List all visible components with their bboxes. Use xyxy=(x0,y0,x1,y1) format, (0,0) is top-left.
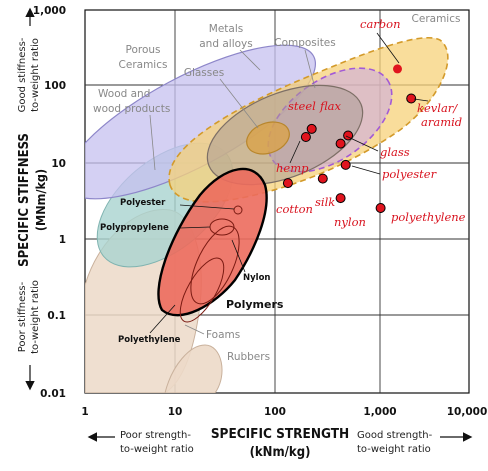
region-polymer-nylon xyxy=(190,225,240,305)
label-carbon: carbon xyxy=(360,17,401,31)
fiber-labels: carbon kevlar/ aramid steel flax hemp gl… xyxy=(276,17,466,229)
label-polymers: Polymers xyxy=(226,298,284,311)
fiber-points xyxy=(282,64,417,213)
region-polymer-polyester xyxy=(233,205,243,215)
svg-text:1,000: 1,000 xyxy=(33,5,66,17)
label-rubbers: Rubbers xyxy=(227,351,270,363)
label-polyethylene: Polyethylene xyxy=(118,335,181,345)
label-metals: Metals xyxy=(209,23,243,35)
svg-text:to-weight ratio: to-weight ratio xyxy=(30,38,41,112)
fiber-point-silk xyxy=(317,173,328,184)
y-tick-labels: 1,000 100 10 1 0.1 0.01 xyxy=(33,5,66,400)
material-regions xyxy=(85,36,449,393)
label-foams: Foams xyxy=(206,329,240,341)
x-right-note-1: Good strength- xyxy=(357,430,433,441)
label-kevlar-1: kevlar/ xyxy=(417,101,458,115)
label-nylon: Nylon xyxy=(243,273,270,283)
label-polyester-fiber: polyester xyxy=(382,167,438,181)
label-glass: glass xyxy=(380,145,410,159)
fiber-point-glass xyxy=(335,138,346,149)
y-axis-title-group: SPECIFIC STIFFNESS (MNm/kg) xyxy=(17,133,48,267)
label-nylon-fiber: nylon xyxy=(334,215,366,229)
region-labels: Metals and alloys Ceramics Composites Po… xyxy=(93,13,460,363)
svg-text:10: 10 xyxy=(168,406,183,418)
fiber-point-polyester xyxy=(340,159,351,170)
label-wood: Wood and xyxy=(98,88,150,100)
svg-text:1: 1 xyxy=(81,406,88,418)
y-axis-title: SPECIFIC STIFFNESS xyxy=(17,133,32,267)
fiber-point-steel xyxy=(306,123,317,134)
y-top-note-group: Good stiffness- to-weight ratio xyxy=(17,37,41,112)
svg-text:to-weight ratio: to-weight ratio xyxy=(30,280,41,354)
svg-text:10,000: 10,000 xyxy=(447,406,488,418)
fiber-point-carbon xyxy=(393,64,402,74)
label-metals-2: and alloys xyxy=(199,38,252,50)
y-bottom-note-group: Poor stiffness- to-weight ratio xyxy=(17,280,41,354)
label-ceramics: Ceramics xyxy=(412,13,461,25)
x-axis-title: SPECIFIC STRENGTH xyxy=(211,426,349,442)
label-steel: steel xyxy=(288,99,316,113)
label-porous-2: Ceramics xyxy=(119,59,168,71)
svg-text:Good stiffness-: Good stiffness- xyxy=(17,37,28,112)
svg-text:100: 100 xyxy=(44,80,66,92)
fiber-point-nylon xyxy=(335,193,346,204)
svg-text:0.01: 0.01 xyxy=(40,388,66,400)
region-glasses xyxy=(246,121,290,155)
svg-text:100: 100 xyxy=(264,406,286,418)
region-rubbers xyxy=(164,344,223,393)
x-left-note-1: Poor strength- xyxy=(120,430,191,441)
svg-text:10: 10 xyxy=(51,158,66,170)
fiber-point-polyethylene xyxy=(375,203,386,213)
label-silk: silk xyxy=(315,195,335,209)
svg-text:Poor stiffness-: Poor stiffness- xyxy=(17,281,28,352)
svg-text:0.1: 0.1 xyxy=(47,310,66,322)
x-axis-unit: (kNm/kg) xyxy=(250,445,311,460)
x-tick-labels: 1 10 100 1,000 10,000 xyxy=(81,406,487,418)
label-cotton: cotton xyxy=(276,202,313,216)
label-glasses: Glasses xyxy=(184,67,224,79)
fiber-point-kevlar-aramid xyxy=(406,93,417,104)
label-porous: Porous xyxy=(125,44,160,56)
polymer-labels: Polyester Polypropylene Nylon Polymers P… xyxy=(100,198,284,345)
y-axis-unit: (MNm/kg) xyxy=(33,169,48,231)
svg-text:1: 1 xyxy=(59,234,66,246)
svg-text:1,000: 1,000 xyxy=(363,406,396,418)
label-kevlar-2: aramid xyxy=(421,115,462,129)
fiber-point-cotton xyxy=(282,178,293,189)
label-composites: Composites xyxy=(274,37,336,49)
region-polymers xyxy=(157,167,268,317)
label-wood-2: wood products xyxy=(93,103,170,115)
label-polyethylene-fiber: polyethylene xyxy=(391,210,466,224)
label-hemp: hemp xyxy=(276,161,309,175)
x-left-note-2: to-weight ratio xyxy=(120,444,194,455)
fiber-point-hemp xyxy=(300,132,311,142)
label-polyester: Polyester xyxy=(120,198,166,208)
label-flax: flax xyxy=(319,99,342,113)
region-polymer-polyethylene xyxy=(179,257,225,323)
x-right-note-2: to-weight ratio xyxy=(357,444,431,455)
label-polypropylene: Polypropylene xyxy=(100,223,169,233)
